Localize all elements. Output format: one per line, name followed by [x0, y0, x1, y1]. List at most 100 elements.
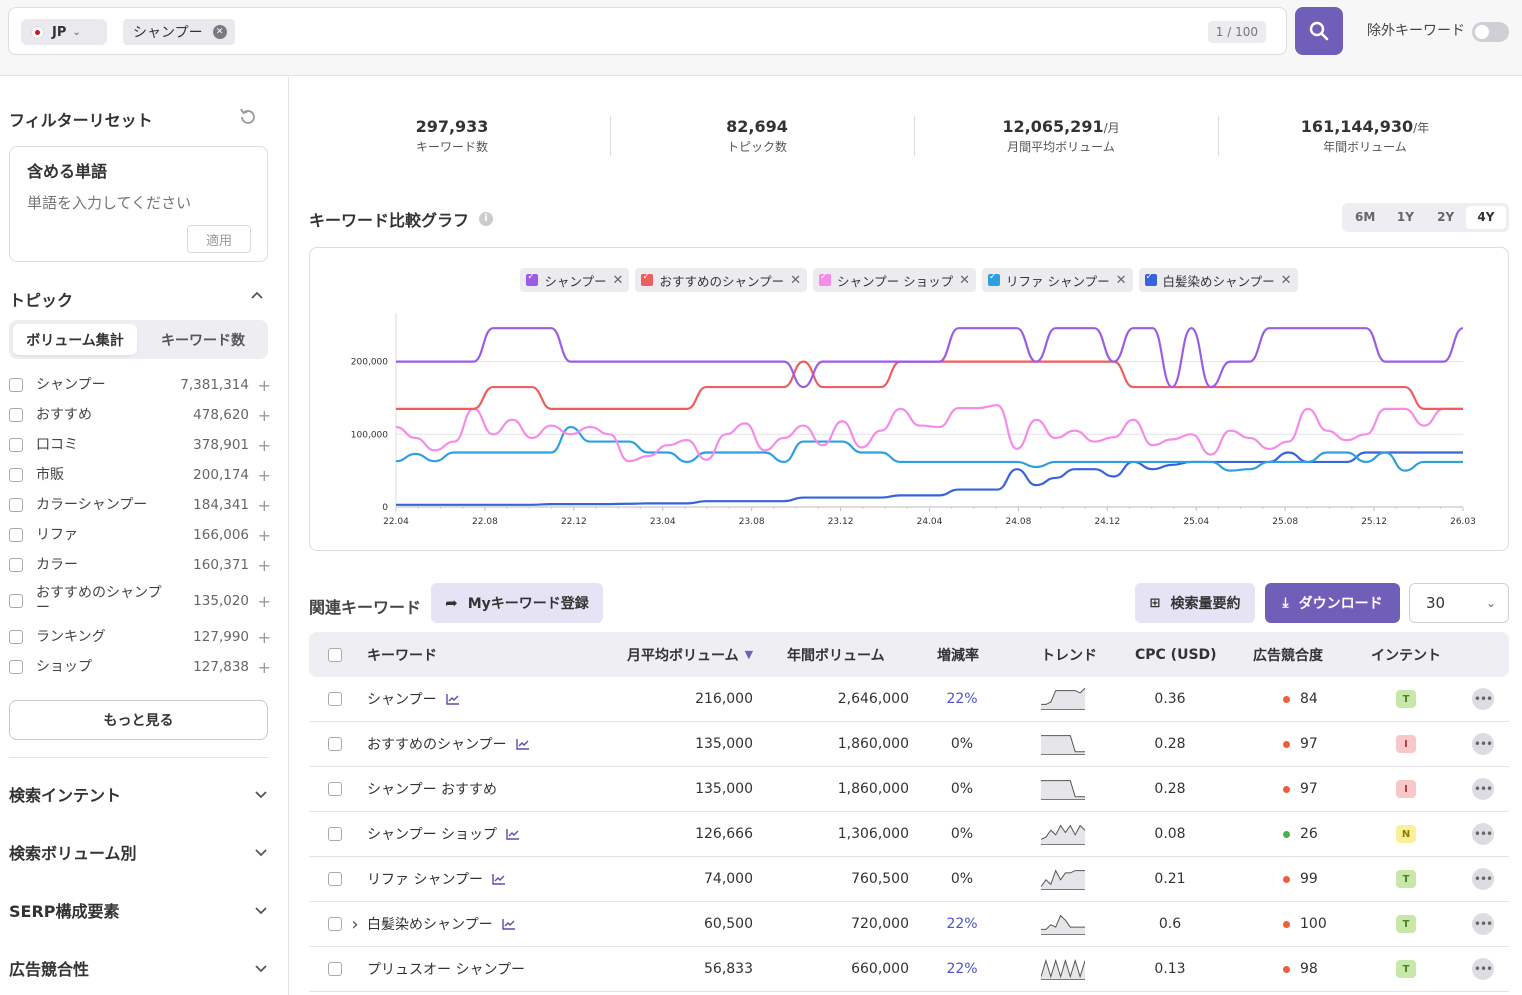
accordion-0[interactable]: 検索インテント: [9, 782, 268, 806]
info-icon[interactable]: i: [479, 212, 494, 226]
topic-item[interactable]: ランキング 127,990 +: [9, 622, 271, 652]
row-checkbox-cell[interactable]: [328, 722, 344, 766]
exclude-keyword-toggle[interactable]: [1472, 22, 1509, 42]
search-button[interactable]: [1295, 7, 1343, 55]
row-more[interactable]: •••: [1472, 812, 1494, 856]
accordion-3[interactable]: 広告競合性: [9, 956, 268, 980]
download-button[interactable]: ⤓ ダウンロード: [1265, 583, 1400, 623]
row-checkbox-cell[interactable]: [328, 812, 344, 856]
page-size-select[interactable]: 30 ⌄: [1409, 583, 1509, 623]
topic-checkbox[interactable]: [9, 558, 23, 572]
column-cpc[interactable]: CPC (USD): [1135, 646, 1217, 663]
legend-checkbox[interactable]: [819, 272, 831, 286]
trend-chart-icon[interactable]: [506, 828, 520, 840]
row-checkbox-cell[interactable]: [328, 677, 344, 721]
add-icon[interactable]: +: [257, 627, 271, 647]
topic-checkbox[interactable]: [9, 528, 23, 542]
more-options-icon[interactable]: •••: [1472, 778, 1494, 800]
row-checkbox[interactable]: [328, 782, 342, 796]
apply-button[interactable]: 適用: [187, 225, 251, 253]
row-more[interactable]: •••: [1472, 902, 1494, 946]
legend-checkbox[interactable]: [526, 272, 539, 286]
topic-item[interactable]: カラー 160,371 +: [9, 550, 271, 580]
topic-item[interactable]: おすすめ 478,620 +: [9, 400, 271, 430]
segment-volume[interactable]: ボリューム集計: [13, 324, 137, 355]
more-options-icon[interactable]: •••: [1472, 868, 1494, 890]
topic-checkbox[interactable]: [9, 498, 23, 512]
row-checkbox-cell[interactable]: [328, 947, 344, 991]
keyword-text[interactable]: シャンプー おすすめ: [367, 782, 498, 798]
more-options-icon[interactable]: •••: [1472, 913, 1494, 935]
topic-checkbox[interactable]: [9, 660, 23, 674]
topic-item[interactable]: ショップ 127,838 +: [9, 652, 271, 682]
topic-checkbox[interactable]: [9, 378, 23, 392]
row-checkbox-cell[interactable]: [328, 767, 344, 811]
chevron-up-icon[interactable]: [250, 289, 264, 303]
trend-chart-icon[interactable]: [501, 918, 516, 930]
row-checkbox[interactable]: [328, 737, 342, 751]
topic-item[interactable]: シャンプー 7,381,314 +: [9, 370, 271, 400]
period-1Y[interactable]: 1Y: [1396, 210, 1414, 224]
topic-checkbox[interactable]: [9, 630, 23, 644]
row-more[interactable]: •••: [1472, 857, 1494, 901]
topic-checkbox[interactable]: [9, 438, 23, 452]
keyword-text[interactable]: 白髪染めシャンプー: [367, 917, 493, 933]
remove-series-icon[interactable]: ✕: [790, 272, 801, 288]
topic-item[interactable]: おすすめのシャンプー 135,020 +: [9, 580, 271, 622]
remove-series-icon[interactable]: ✕: [959, 272, 971, 288]
remove-series-icon[interactable]: ✕: [1115, 272, 1127, 288]
topic-checkbox[interactable]: [9, 468, 23, 482]
more-options-icon[interactable]: •••: [1472, 688, 1494, 710]
row-checkbox[interactable]: [328, 962, 342, 976]
row-more[interactable]: •••: [1472, 722, 1494, 766]
row-checkbox-cell[interactable]: [328, 902, 344, 946]
accordion-2[interactable]: SERP構成要素: [9, 898, 268, 922]
search-box[interactable]: JP ⌄ シャンプー ✕ 1 / 100: [8, 7, 1287, 55]
trend-chart-icon[interactable]: [445, 693, 460, 705]
topic-item[interactable]: 市販 200,174 +: [9, 460, 271, 490]
period-4Y[interactable]: 4Y: [1465, 206, 1506, 229]
keyword-text[interactable]: シャンプー ショップ: [367, 827, 498, 843]
legend-checkbox[interactable]: [1144, 272, 1157, 286]
header-checkbox-cell[interactable]: [328, 632, 344, 677]
row-checkbox[interactable]: [328, 827, 342, 841]
remove-keyword-icon[interactable]: ✕: [212, 25, 227, 39]
topic-item[interactable]: 口コミ 378,901 +: [9, 430, 271, 460]
accordion-1[interactable]: 検索ボリューム別: [9, 840, 268, 864]
column-monthly-volume[interactable]: 月平均ボリューム ▼: [627, 632, 767, 677]
column-change-rate[interactable]: 増減率: [937, 647, 979, 664]
segment-keyword-count[interactable]: キーワード数: [161, 332, 245, 349]
row-more[interactable]: •••: [1472, 947, 1494, 991]
topic-item[interactable]: リファ 166,006 +: [9, 520, 271, 550]
add-icon[interactable]: +: [257, 525, 271, 545]
trend-chart-icon[interactable]: [515, 738, 530, 750]
topic-checkbox[interactable]: [9, 408, 23, 422]
period-2Y[interactable]: 2Y: [1437, 210, 1455, 224]
legend-item[interactable]: シャンプー ショップ ✕: [813, 268, 977, 292]
add-icon[interactable]: +: [257, 495, 271, 515]
add-icon[interactable]: +: [257, 657, 271, 677]
remove-series-icon[interactable]: ✕: [612, 272, 624, 288]
trend-chart-icon[interactable]: [492, 873, 506, 885]
country-select[interactable]: JP ⌄: [21, 19, 107, 45]
keyword-text[interactable]: リファ シャンプー: [367, 872, 484, 888]
add-icon[interactable]: +: [257, 465, 271, 485]
add-icon[interactable]: +: [257, 375, 271, 395]
keyword-text[interactable]: おすすめのシャンプー: [367, 737, 507, 753]
legend-checkbox[interactable]: [988, 272, 1001, 286]
period-6M[interactable]: 6M: [1354, 210, 1376, 224]
remove-series-icon[interactable]: ✕: [1280, 272, 1292, 288]
add-icon[interactable]: +: [257, 435, 271, 455]
expand-icon[interactable]: ›: [351, 913, 359, 935]
legend-item[interactable]: おすすめのシャンプー ✕: [635, 268, 807, 292]
more-options-icon[interactable]: •••: [1472, 823, 1494, 845]
my-keyword-register-button[interactable]: ➦ Myキーワード登録: [431, 583, 603, 623]
keyword-text[interactable]: プリュスオー シャンプー: [367, 962, 526, 978]
row-checkbox[interactable]: [328, 917, 342, 931]
legend-item[interactable]: シャンプー ✕: [520, 268, 630, 292]
topic-item[interactable]: カラーシャンプー 184,341 +: [9, 490, 271, 520]
row-more[interactable]: •••: [1472, 677, 1494, 721]
legend-item[interactable]: リファ シャンプー ✕: [982, 268, 1133, 292]
more-options-icon[interactable]: •••: [1472, 733, 1494, 755]
column-ad-competition[interactable]: 広告競合度: [1253, 647, 1323, 664]
